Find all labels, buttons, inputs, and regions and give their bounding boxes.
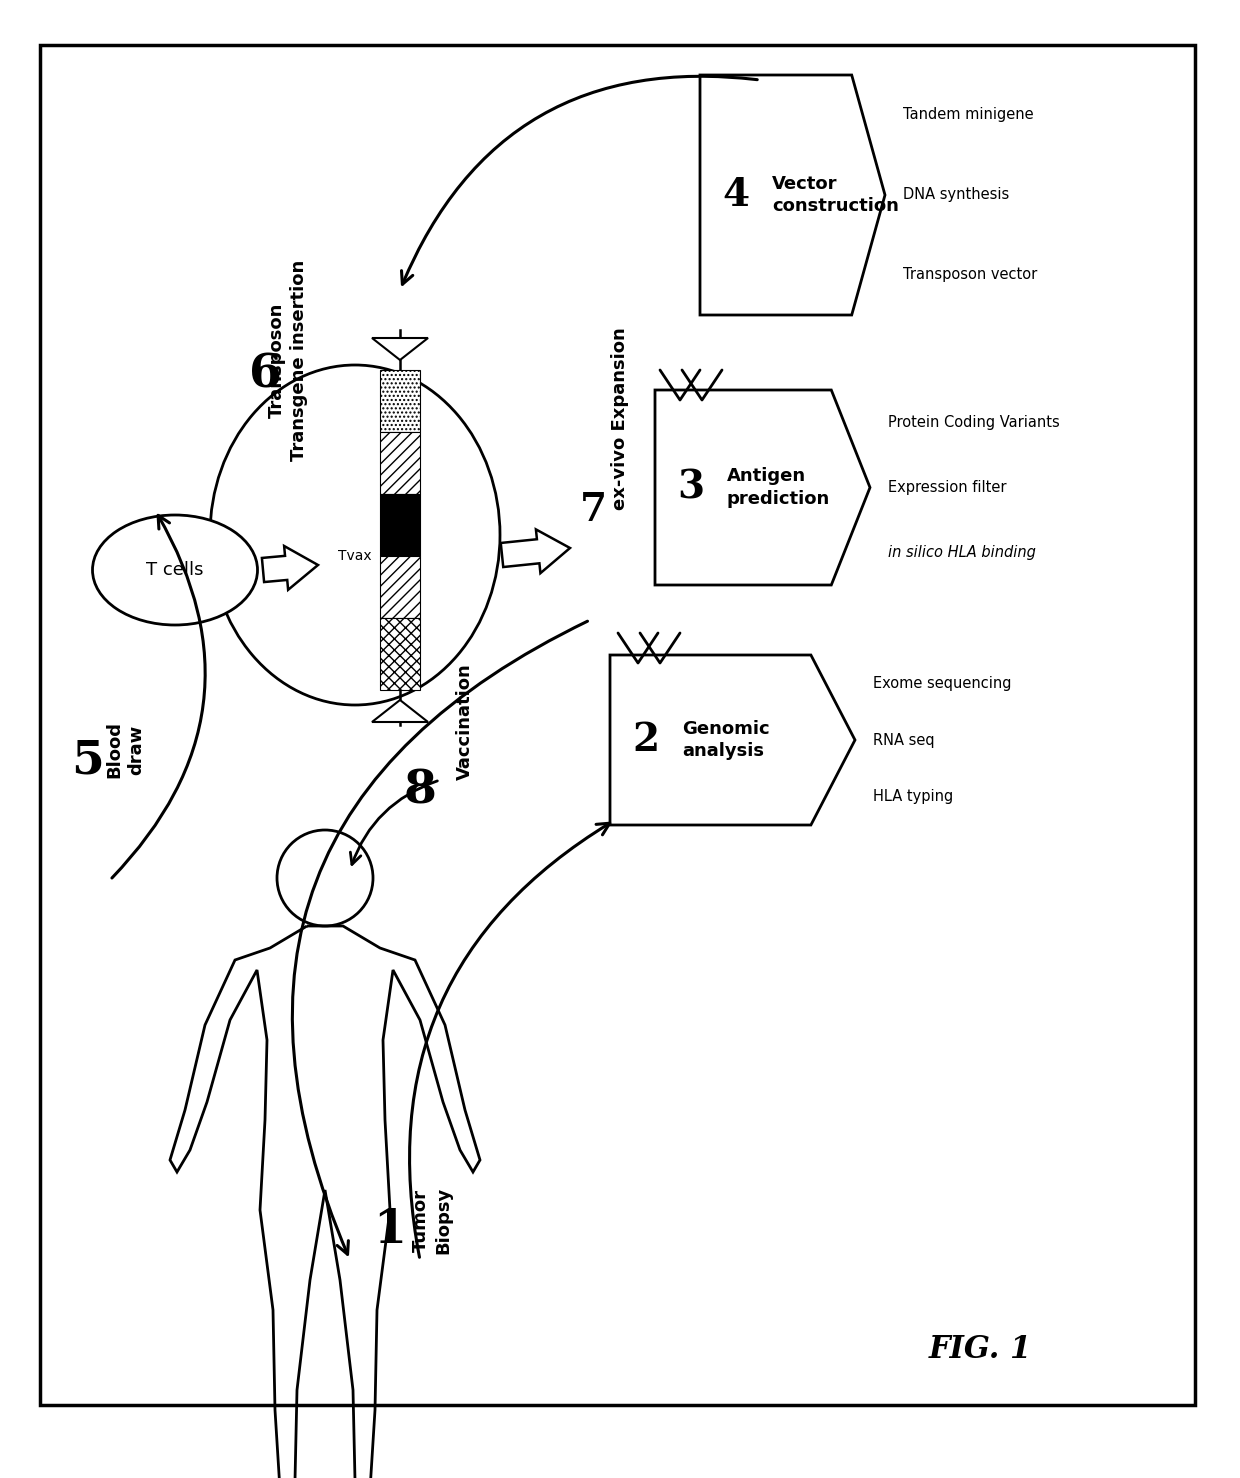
Text: ex-vivo Expansion: ex-vivo Expansion [611,327,629,510]
Text: Protein Coding Variants: Protein Coding Variants [888,415,1060,430]
Text: Expression filter: Expression filter [888,480,1007,495]
Text: Transposon vector: Transposon vector [903,268,1037,282]
Text: 2: 2 [632,721,660,760]
Text: HLA typing: HLA typing [873,789,954,804]
Text: 6: 6 [248,352,281,398]
Text: Transposon
Transgene insertion: Transposon Transgene insertion [268,259,308,461]
Polygon shape [372,701,428,721]
Text: T cells: T cells [146,562,203,579]
Text: Exome sequencing: Exome sequencing [873,675,1012,690]
Text: in silico HLA binding: in silico HLA binding [888,545,1035,560]
Polygon shape [501,529,570,573]
Text: Vector
construction: Vector construction [773,174,899,216]
Bar [379,618,420,690]
Text: FIG. 1: FIG. 1 [929,1335,1032,1366]
Text: Blood
draw: Blood draw [105,721,145,779]
Bar [379,370,420,432]
Text: RNA seq: RNA seq [873,733,935,748]
Ellipse shape [93,514,258,625]
Polygon shape [372,338,428,361]
Text: 8: 8 [403,767,436,813]
Bar [379,556,420,618]
Polygon shape [655,390,870,585]
Polygon shape [610,655,856,825]
Text: 5: 5 [72,738,104,783]
Circle shape [277,831,373,927]
Text: Genomic
analysis: Genomic analysis [682,720,770,760]
Text: 1: 1 [373,1208,407,1253]
Polygon shape [262,545,317,590]
Text: 4: 4 [722,176,749,214]
Ellipse shape [210,365,500,705]
Text: Tandem minigene: Tandem minigene [903,108,1034,123]
Bar [379,494,420,556]
Bar [379,432,420,494]
Text: Antigen
prediction: Antigen prediction [727,467,831,507]
Text: 3: 3 [677,469,704,507]
Text: Tumor
Biopsy: Tumor Biopsy [412,1187,453,1253]
Text: DNA synthesis: DNA synthesis [903,188,1009,202]
Text: Vaccination: Vaccination [456,664,474,780]
Text: 7: 7 [580,491,608,529]
Polygon shape [701,75,885,315]
Text: Tvax: Tvax [339,548,372,563]
